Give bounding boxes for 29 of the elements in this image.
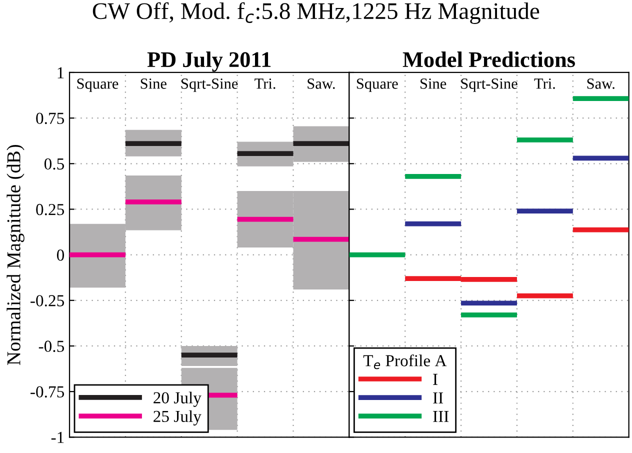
x-tick-label: Square xyxy=(356,78,398,92)
y-tick-label: 1 xyxy=(58,67,64,78)
x-tick-label: Sqrt-Sine xyxy=(182,78,238,92)
y-tick-label: 0.25 xyxy=(36,204,64,216)
x-tick-label: Tri. xyxy=(254,78,276,89)
y-tick-label: 0.75 xyxy=(36,112,64,124)
y-tick-label: -0.25 xyxy=(30,295,64,306)
legend-label: 20 July xyxy=(154,392,202,407)
x-tick-label: Square xyxy=(77,78,118,92)
y-tick-label: -0.5 xyxy=(38,340,64,352)
x-tick-label: Tri. xyxy=(534,78,555,89)
chart-title: Model Predictions xyxy=(402,52,575,68)
chart-title: PD July 2011 xyxy=(147,52,271,72)
y-tick-label: -1 xyxy=(51,432,64,443)
legend-label: I xyxy=(433,374,438,385)
text: CW Off, Mod. f$_{c}$:5.8 MHz,1225 Hz Magnitude xyxy=(92,2,540,24)
y-tick-label: 0 xyxy=(56,250,64,261)
x-tick-label: Sine xyxy=(140,78,166,89)
y-axis-title: Normalized Magnitude (dB) xyxy=(6,144,24,365)
legend-title: T$_{e}$ Profile A xyxy=(363,354,447,370)
x-tick-label: Sine xyxy=(420,78,446,89)
legend-label: II xyxy=(433,392,444,404)
y-tick-label: -0.75 xyxy=(30,386,64,398)
x-tick-label: Saw. xyxy=(587,78,614,89)
legend-label: 25 July xyxy=(154,410,202,426)
x-tick-label: Sqrt-Sine xyxy=(461,78,518,92)
x-tick-label: Saw. xyxy=(308,78,335,89)
legend-label: III xyxy=(433,411,449,422)
y-tick-label: 0.5 xyxy=(44,158,64,170)
